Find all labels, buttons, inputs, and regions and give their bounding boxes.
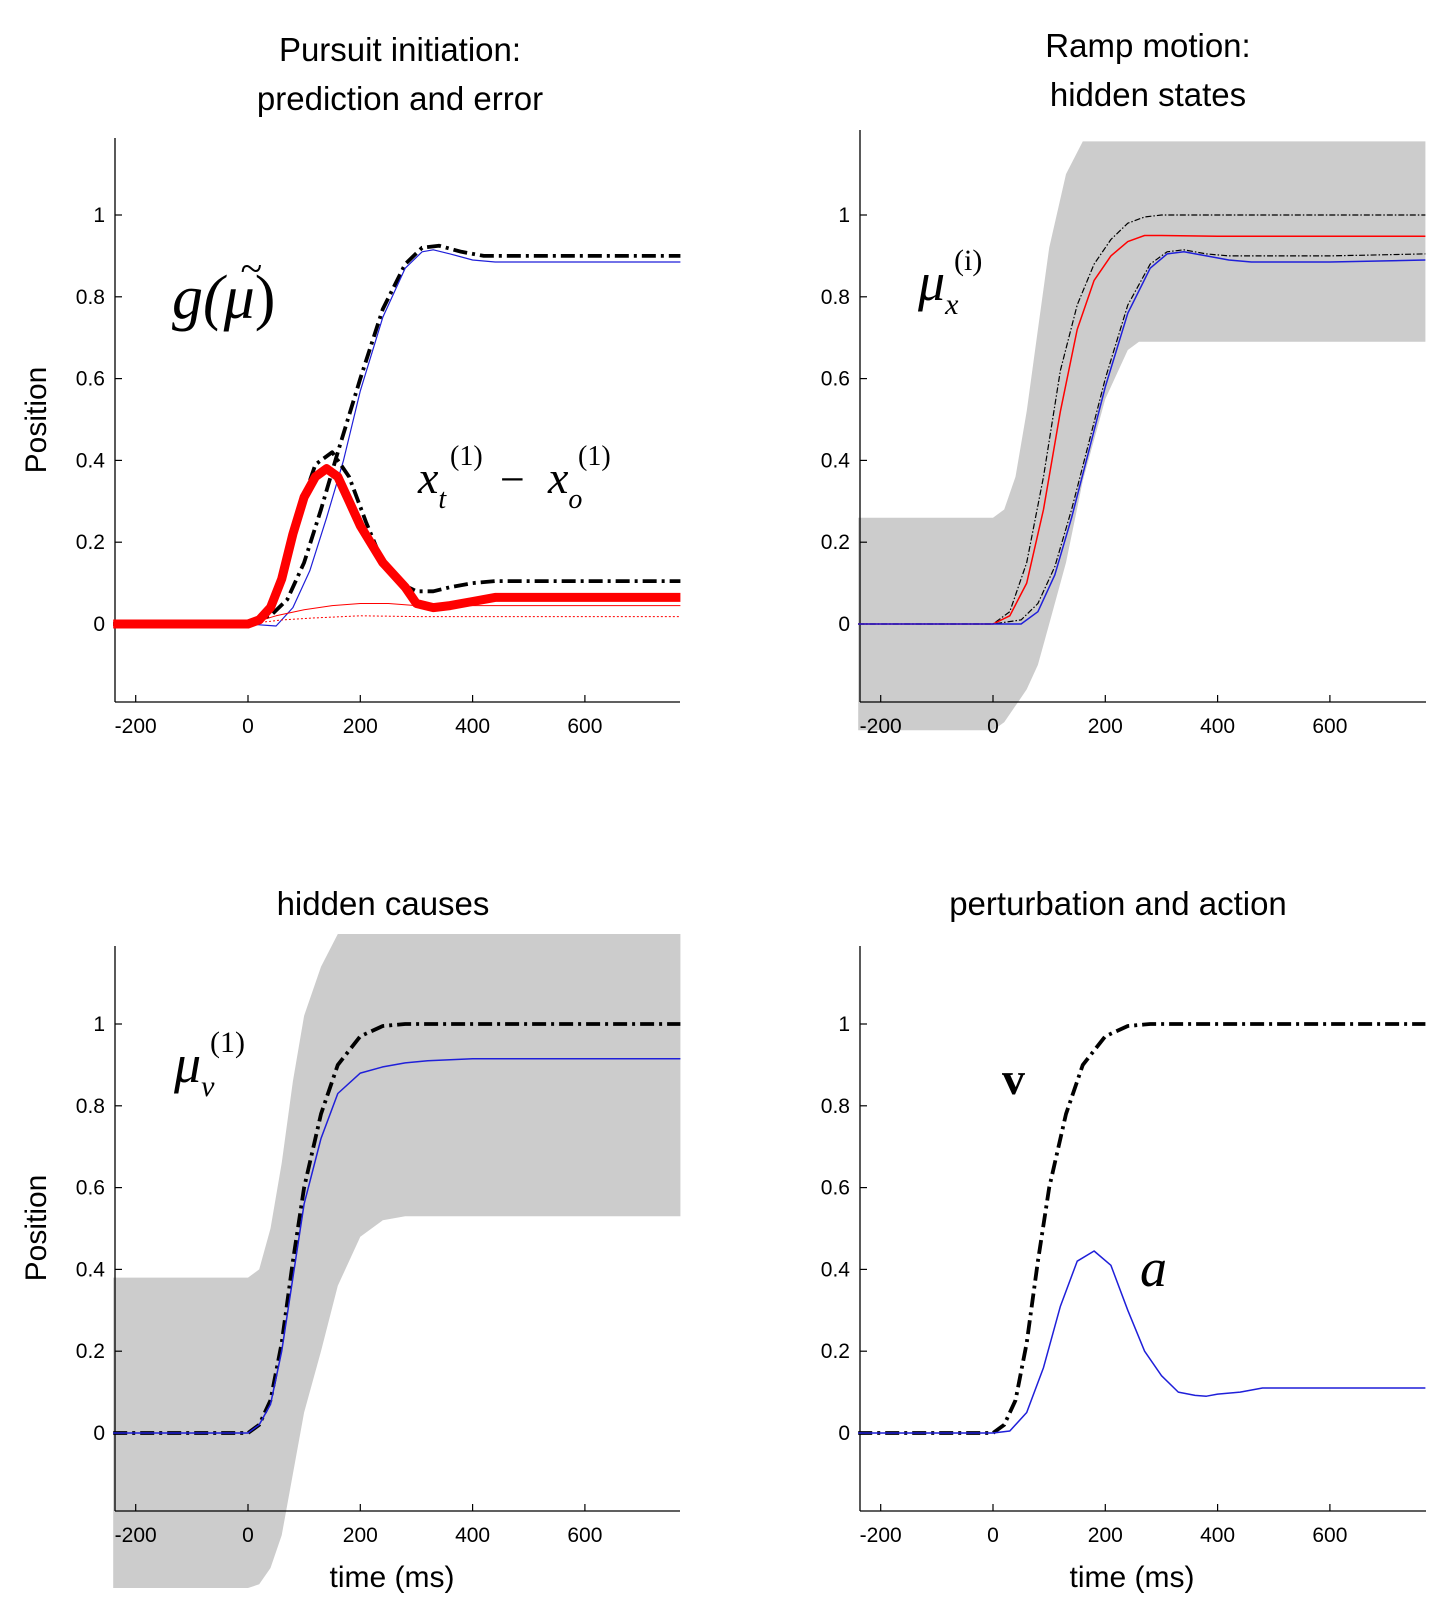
annotation-xo: xo [547,452,582,515]
series-lines [858,1022,1426,1435]
series-line-black-dashdot [858,1022,1426,1435]
axes: 0 0.2 0.4 0.6 0.8 1 -200 0 200 400 600 [76,138,680,738]
axes: 0 0.2 0.4 0.6 0.8 1 -200 0 200 400 600 [821,946,1426,1547]
panel-title-line-1: Pursuit initiation: [279,31,521,68]
annotation-mu-x: μx [917,252,959,321]
confidence-bands [113,934,681,1588]
x-tick-label: 0 [242,715,254,738]
series-line-red-line [858,234,1426,625]
y-tick-label: 1 [93,1013,105,1036]
panel-hidden-causes: 0 0.2 0.4 0.6 0.8 1 -200 0 200 400 600 hidden caus… [20,885,681,1594]
y-tick-label: 0.4 [821,1258,851,1281]
y-tick-label: 0.4 [76,1258,106,1281]
annotation-mu-v-superscript: (1) [210,1026,245,1059]
x-tick-label: 600 [567,1524,602,1547]
annotation-v: v [1002,1053,1025,1104]
x-tick-label: -200 [860,1524,902,1547]
y-tick-label: 0.6 [76,368,105,391]
series-line-blue-line [858,251,1426,625]
x-tick-label: -200 [860,715,902,738]
y-tick-label: 0.2 [76,1340,105,1363]
y-tick-label: 0.4 [76,449,106,472]
y-tick-label: 1 [838,204,850,227]
x-tick-label: -200 [115,715,157,738]
annotation-tilde: ~ [240,246,262,291]
x-tick-label: 400 [1200,715,1235,738]
y-tick-label: 0 [838,1422,850,1445]
x-axis-label: time (ms) [330,1561,455,1594]
y-tick-label: 0.8 [821,1095,850,1118]
series-line-blue-line [858,1250,1426,1434]
panel-title: hidden causes [277,885,490,922]
annotation-mu-v: μv [173,1034,215,1103]
y-tick-label: 0.2 [76,531,105,554]
y-tick-label: 0.8 [821,286,850,309]
x-tick-label: 0 [987,1524,999,1547]
series-line-black-dashdot [113,243,681,626]
y-tick-label: 0.6 [76,1177,105,1200]
y-tick-label: 0.4 [821,449,851,472]
y-tick-label: 0.6 [821,1177,850,1200]
annotation-xo-superscript: (1) [578,441,611,472]
annotation-minus-sign: − [500,455,525,504]
x-tick-label: 200 [343,715,378,738]
series-line-black-dashdot [113,1022,681,1435]
panel-title: perturbation and action [949,885,1287,922]
panel-ramp-motion: Ramp motion: hidden states 0 0.2 0.4 0.6 0.8… [821,27,1426,738]
y-axis-label: Position [20,1175,53,1282]
series-line-black-thin-dashdot [858,214,1426,625]
y-tick-label: 0.8 [76,1095,105,1118]
series-line-blue-thin [113,249,681,627]
annotation-xt-superscript: (1) [450,441,483,472]
x-tick-label: 0 [242,1524,254,1547]
y-tick-label: 0 [93,1422,105,1445]
panel-title-line-2: hidden states [1050,76,1246,113]
x-tick-label: 200 [1088,1524,1123,1547]
series-line-blue-line [113,1058,681,1434]
x-tick-label: 600 [567,715,602,738]
series-line-red-thin [113,603,681,625]
series-line-black-thin-dashdot [858,249,1426,625]
y-tick-label: 0.8 [76,286,105,309]
confidence-band [858,141,1426,731]
y-tick-label: 1 [838,1013,850,1036]
x-tick-label: 600 [1312,715,1347,738]
x-tick-label: 400 [455,1524,490,1547]
panel-perturbation-and-action: perturbation and action 0 0.2 0.4 0.6 0.8 1 -2… [821,885,1426,1594]
x-tick-label: 200 [1088,715,1123,738]
y-tick-label: 0.2 [821,1340,850,1363]
y-tick-label: 0.6 [821,368,850,391]
x-tick-label: 200 [343,1524,378,1547]
y-tick-label: 0 [93,613,105,636]
annotation-mu-x-superscript: (i) [954,244,982,277]
series-line-red-thick [113,464,681,629]
x-tick-label: 0 [987,715,999,738]
axes: 0 0.2 0.4 0.6 0.8 1 -200 0 200 400 600 [821,130,1426,738]
y-tick-label: 1 [93,204,105,227]
confidence-bands [858,141,1426,731]
annotation-g-mu: g(μ) [172,264,275,332]
panel-title-line-1: Ramp motion: [1045,27,1250,64]
x-tick-label: 600 [1312,1524,1347,1547]
annotation-xt-minus-xo: xt [417,452,447,515]
x-axis-label: time (ms) [1070,1561,1195,1594]
y-tick-label: 0.2 [821,531,850,554]
series-lines [858,214,1426,625]
annotation-a: a [1140,1238,1167,1298]
panel-title-line-2: prediction and error [257,80,543,117]
x-tick-label: 400 [455,715,490,738]
panel-pursuit-initiation: Pursuit initiation: prediction and error… [20,31,681,738]
series-lines [113,1022,681,1435]
x-tick-label: -200 [115,1524,157,1547]
series-lines [113,243,681,629]
x-tick-label: 400 [1200,1524,1235,1547]
y-tick-label: 0 [838,613,850,636]
axes: 0 0.2 0.4 0.6 0.8 1 -200 0 200 400 600 [76,946,680,1547]
confidence-band [113,934,681,1588]
y-axis-label: Position [20,367,53,474]
